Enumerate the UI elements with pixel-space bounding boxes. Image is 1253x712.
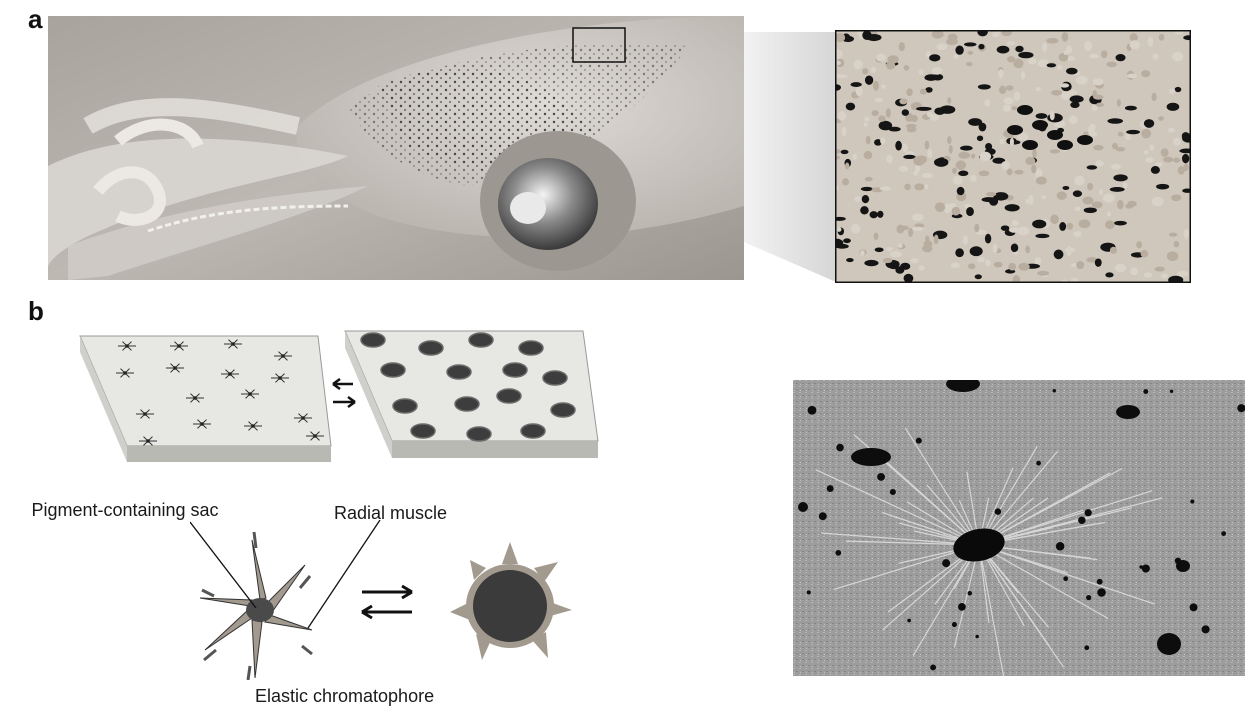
- radial-muscle-label: Radial muscle: [334, 503, 448, 523]
- squid-photo: [48, 16, 744, 280]
- chromatophore-zoom-image: [835, 30, 1191, 283]
- sem-chromatophore-image: [793, 380, 1245, 676]
- panel-b-letter: b: [28, 296, 44, 326]
- elastic-chromatophore-label: Elastic chromatophore: [255, 686, 435, 706]
- zoom-connector: [744, 32, 836, 282]
- pigment-sac-label: Pigment-containing sac: [31, 500, 219, 520]
- skin-slabs-diagram: [79, 330, 599, 462]
- panel-a-letter: a: [28, 4, 43, 34]
- chromatophore-schematic: [190, 520, 572, 680]
